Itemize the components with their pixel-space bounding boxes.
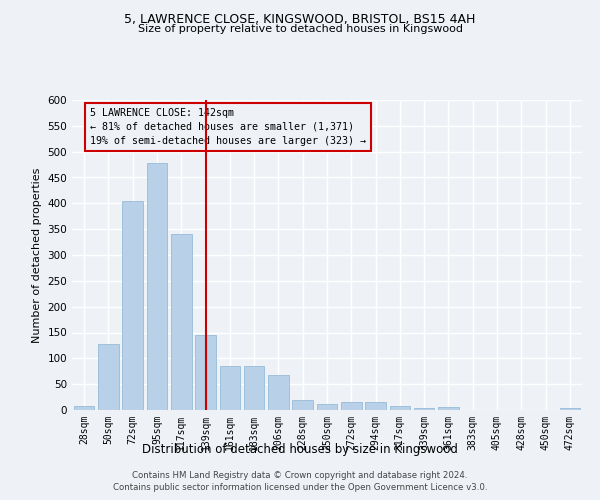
Text: Distribution of detached houses by size in Kingswood: Distribution of detached houses by size … xyxy=(142,442,458,456)
Text: Size of property relative to detached houses in Kingswood: Size of property relative to detached ho… xyxy=(137,24,463,34)
Bar xyxy=(74,406,94,410)
Bar xyxy=(220,366,240,410)
Bar xyxy=(171,234,191,410)
Bar xyxy=(195,335,216,410)
Bar xyxy=(122,200,143,410)
Bar xyxy=(414,408,434,410)
Bar xyxy=(560,408,580,410)
Text: 5 LAWRENCE CLOSE: 142sqm
← 81% of detached houses are smaller (1,371)
19% of sem: 5 LAWRENCE CLOSE: 142sqm ← 81% of detach… xyxy=(90,108,366,146)
Bar xyxy=(341,402,362,410)
Bar xyxy=(146,163,167,410)
Text: Contains HM Land Registry data © Crown copyright and database right 2024.: Contains HM Land Registry data © Crown c… xyxy=(132,471,468,480)
Text: 5, LAWRENCE CLOSE, KINGSWOOD, BRISTOL, BS15 4AH: 5, LAWRENCE CLOSE, KINGSWOOD, BRISTOL, B… xyxy=(124,12,476,26)
Bar xyxy=(292,400,313,410)
Y-axis label: Number of detached properties: Number of detached properties xyxy=(32,168,42,342)
Bar xyxy=(317,404,337,410)
Bar xyxy=(389,406,410,410)
Bar xyxy=(244,366,265,410)
Bar xyxy=(438,408,459,410)
Bar xyxy=(365,402,386,410)
Text: Contains public sector information licensed under the Open Government Licence v3: Contains public sector information licen… xyxy=(113,484,487,492)
Bar xyxy=(268,376,289,410)
Bar xyxy=(98,344,119,410)
